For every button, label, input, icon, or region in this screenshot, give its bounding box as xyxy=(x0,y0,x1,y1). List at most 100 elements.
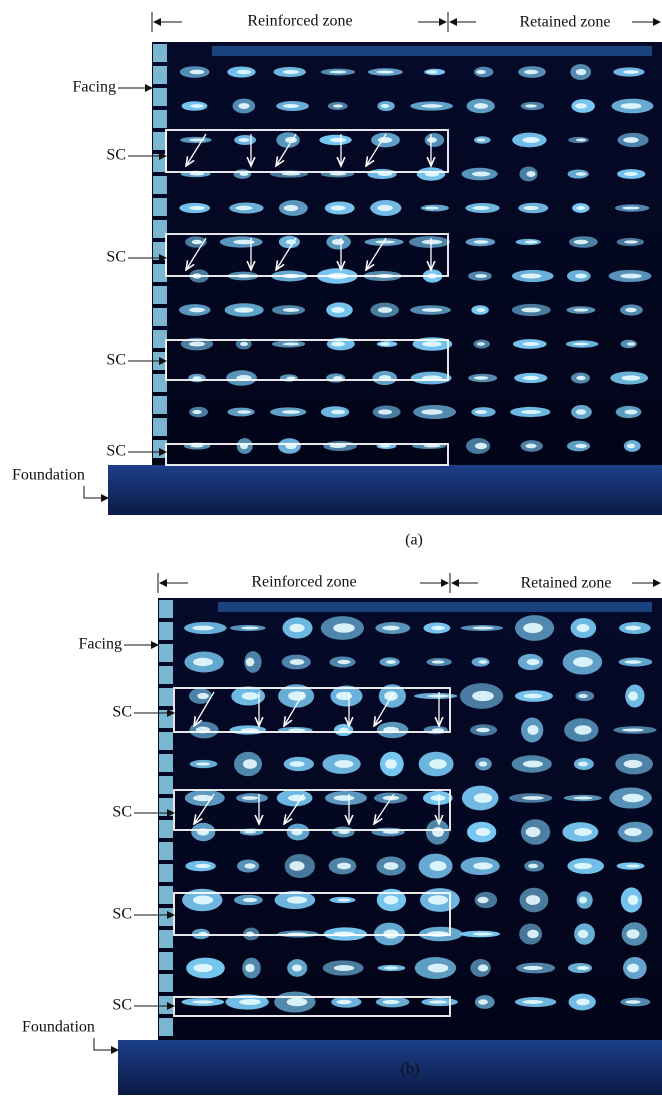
spot-core xyxy=(472,172,490,177)
spot-core xyxy=(473,862,493,869)
spot-core xyxy=(337,863,351,870)
spot-core xyxy=(331,307,344,313)
facing-panel xyxy=(153,154,167,172)
spot-core xyxy=(243,759,257,769)
spot-core xyxy=(574,863,592,869)
spot-core xyxy=(625,1000,640,1003)
spot-core xyxy=(477,897,488,903)
spot-core xyxy=(479,660,488,664)
facing-panel xyxy=(153,440,167,458)
spot-core xyxy=(525,444,536,449)
spot-core xyxy=(622,375,641,380)
spot-core xyxy=(523,206,538,210)
spot-core xyxy=(333,623,355,633)
facing-panel xyxy=(159,754,173,772)
facing-panel xyxy=(153,66,167,84)
spot-core xyxy=(336,1000,351,1005)
spot-core xyxy=(380,343,390,346)
spot-core xyxy=(478,964,488,971)
spot-core xyxy=(330,173,347,176)
spot-core xyxy=(521,274,542,279)
panel: Reinforced zoneRetained zoneFacingSCSCSC… xyxy=(22,573,662,1095)
spot-core xyxy=(472,627,493,630)
foundation-block xyxy=(108,465,662,515)
spot-core xyxy=(624,172,638,176)
facing-panel xyxy=(153,176,167,194)
spot-core xyxy=(384,896,399,905)
spot-core xyxy=(432,660,445,663)
spot-core xyxy=(522,137,539,143)
spot-core xyxy=(574,828,592,836)
spot-core xyxy=(193,964,212,972)
facing-panel xyxy=(153,396,167,414)
facing-panel xyxy=(159,600,173,618)
facing-panel xyxy=(153,286,167,304)
spot-core xyxy=(574,240,588,245)
sc-label: SC xyxy=(106,249,126,266)
spot-core xyxy=(332,239,344,245)
spot-core xyxy=(528,864,538,868)
spot-core xyxy=(376,70,393,73)
spot-core xyxy=(627,964,639,973)
spot-core xyxy=(375,240,395,243)
spot-core xyxy=(246,658,255,667)
facing-panel xyxy=(159,974,173,992)
sc-label: SC xyxy=(106,147,126,164)
figure: Reinforced zoneRetained zoneFacingSCSCSC… xyxy=(0,0,662,1108)
spot-core xyxy=(234,307,254,312)
spot-core xyxy=(429,861,446,871)
spot-core xyxy=(384,967,398,970)
spot-core xyxy=(378,409,392,414)
spot-core xyxy=(428,895,448,905)
spot-core xyxy=(427,71,437,74)
spot-core xyxy=(625,308,636,312)
spot-core xyxy=(579,896,587,903)
spot-core xyxy=(334,760,353,768)
spot-core xyxy=(191,104,204,108)
facing-panel xyxy=(159,688,173,706)
spot-core xyxy=(244,831,256,834)
spot-core xyxy=(477,342,485,346)
spot-core xyxy=(476,728,490,733)
facing-panel xyxy=(153,220,167,238)
spot-core xyxy=(334,795,355,801)
facing-panel xyxy=(159,908,173,926)
spot-core xyxy=(378,137,392,143)
spot-core xyxy=(384,862,399,870)
spot-core xyxy=(329,71,346,74)
spot-core xyxy=(622,728,644,731)
spot-core xyxy=(243,898,257,902)
spot-core xyxy=(576,139,586,142)
spot-core xyxy=(576,172,587,176)
spot-core xyxy=(192,626,213,631)
spot-core xyxy=(623,137,639,143)
spot-core xyxy=(238,103,249,109)
spot-core xyxy=(576,69,586,75)
spot-core xyxy=(386,660,396,664)
spot-core xyxy=(573,797,592,800)
spot-core xyxy=(292,964,302,971)
spot-core xyxy=(334,965,354,971)
sc-label: SC xyxy=(106,443,126,460)
spot-core xyxy=(431,795,446,801)
sc-label: SC xyxy=(112,906,132,923)
facing-panel xyxy=(159,666,173,684)
spot-core xyxy=(192,410,201,414)
spot-core xyxy=(197,693,208,699)
spot-core xyxy=(382,626,399,631)
spot-core xyxy=(283,104,299,108)
facing-panel xyxy=(153,88,167,106)
spot-core xyxy=(522,796,544,800)
zone-label: Retained zone xyxy=(519,14,610,31)
spot-core xyxy=(521,308,540,313)
spot-core xyxy=(385,759,397,769)
spot-core xyxy=(474,103,488,109)
spot-core xyxy=(477,138,485,141)
spot-core xyxy=(432,827,444,837)
spot-core xyxy=(245,964,254,972)
facing-panel xyxy=(159,776,173,794)
spot-core xyxy=(286,377,295,380)
spot-core xyxy=(627,929,640,938)
spot-core xyxy=(190,70,205,75)
spot-core xyxy=(478,999,488,1004)
